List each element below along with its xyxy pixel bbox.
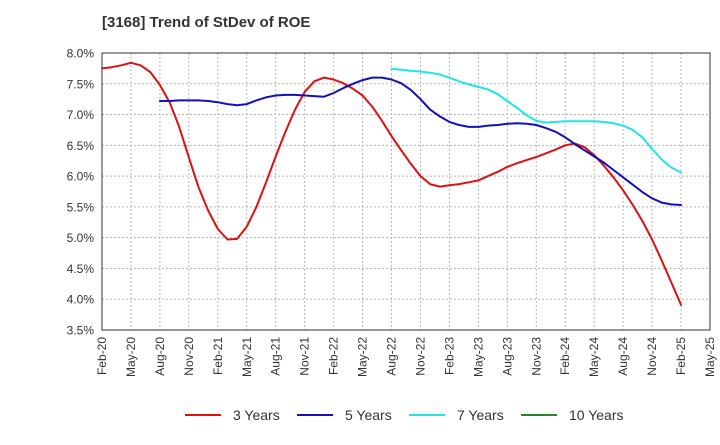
legend-label-5-years: 5 Years — [345, 407, 392, 423]
legend-label-3-years: 3 Years — [233, 407, 280, 423]
legend-item-10-years: 10 Years — [521, 404, 624, 426]
y-tick-label: 5.0% — [67, 231, 95, 245]
series-line-3-years — [101, 61, 682, 306]
x-tick-label: Feb-25 — [674, 337, 688, 375]
x-tick-label: May-21 — [240, 337, 254, 377]
legend-swatch-7-years — [409, 414, 445, 416]
y-tick-label: 7.0% — [67, 108, 95, 122]
x-tick-label: Feb-20 — [95, 337, 109, 375]
x-tick-label: Nov-23 — [529, 337, 543, 376]
x-tick-label: Aug-20 — [153, 337, 167, 376]
y-tick-label: 5.5% — [67, 200, 95, 214]
x-tick-label: Feb-23 — [442, 337, 456, 375]
y-tick-label: 6.5% — [67, 139, 95, 153]
x-tick-label: Nov-24 — [645, 337, 659, 376]
x-tick-label: Aug-22 — [385, 337, 399, 376]
x-tick-label: Nov-21 — [298, 337, 312, 376]
y-tick-label: 8.0% — [67, 47, 95, 61]
x-tick-label: May-22 — [356, 337, 370, 377]
legend-item-5-years: 5 Years — [297, 404, 392, 426]
x-tick-label: Aug-21 — [269, 337, 283, 376]
x-tick-label: Feb-24 — [558, 337, 572, 375]
x-tick-label: May-23 — [471, 337, 485, 377]
x-tick-label: Aug-24 — [616, 337, 630, 376]
legend-swatch-3-years — [185, 414, 221, 416]
x-tick-label: Aug-23 — [500, 337, 514, 376]
series-line-7-years — [390, 68, 682, 174]
chart-title: [3168] Trend of StDev of ROE — [102, 14, 311, 31]
y-tick-label: 4.0% — [67, 293, 95, 307]
x-tick-label: Feb-22 — [327, 337, 341, 375]
legend-swatch-5-years — [297, 414, 333, 416]
y-tick-label: 3.5% — [67, 324, 95, 338]
x-tick-label: May-24 — [587, 337, 601, 377]
x-tick-label: Nov-22 — [413, 337, 427, 376]
y-tick-label: 7.5% — [67, 77, 95, 91]
legend-label-7-years: 7 Years — [457, 407, 504, 423]
y-tick-label: 4.5% — [67, 262, 95, 276]
x-tick-label: Feb-21 — [211, 337, 225, 375]
x-tick-label: May-25 — [703, 337, 717, 377]
plot-frame — [101, 52, 711, 331]
legend-item-3-years: 3 Years — [185, 404, 280, 426]
x-tick-label: Nov-20 — [182, 337, 196, 376]
x-tick-label: May-20 — [124, 337, 138, 377]
series-line-5-years — [158, 76, 682, 206]
legend-swatch-10-years — [521, 414, 557, 416]
legend-label-10-years: 10 Years — [569, 407, 624, 423]
y-tick-label: 6.0% — [67, 170, 95, 184]
legend-item-7-years: 7 Years — [409, 404, 504, 426]
legend: 3 Years 5 Years 7 Years 10 Years — [0, 404, 720, 426]
